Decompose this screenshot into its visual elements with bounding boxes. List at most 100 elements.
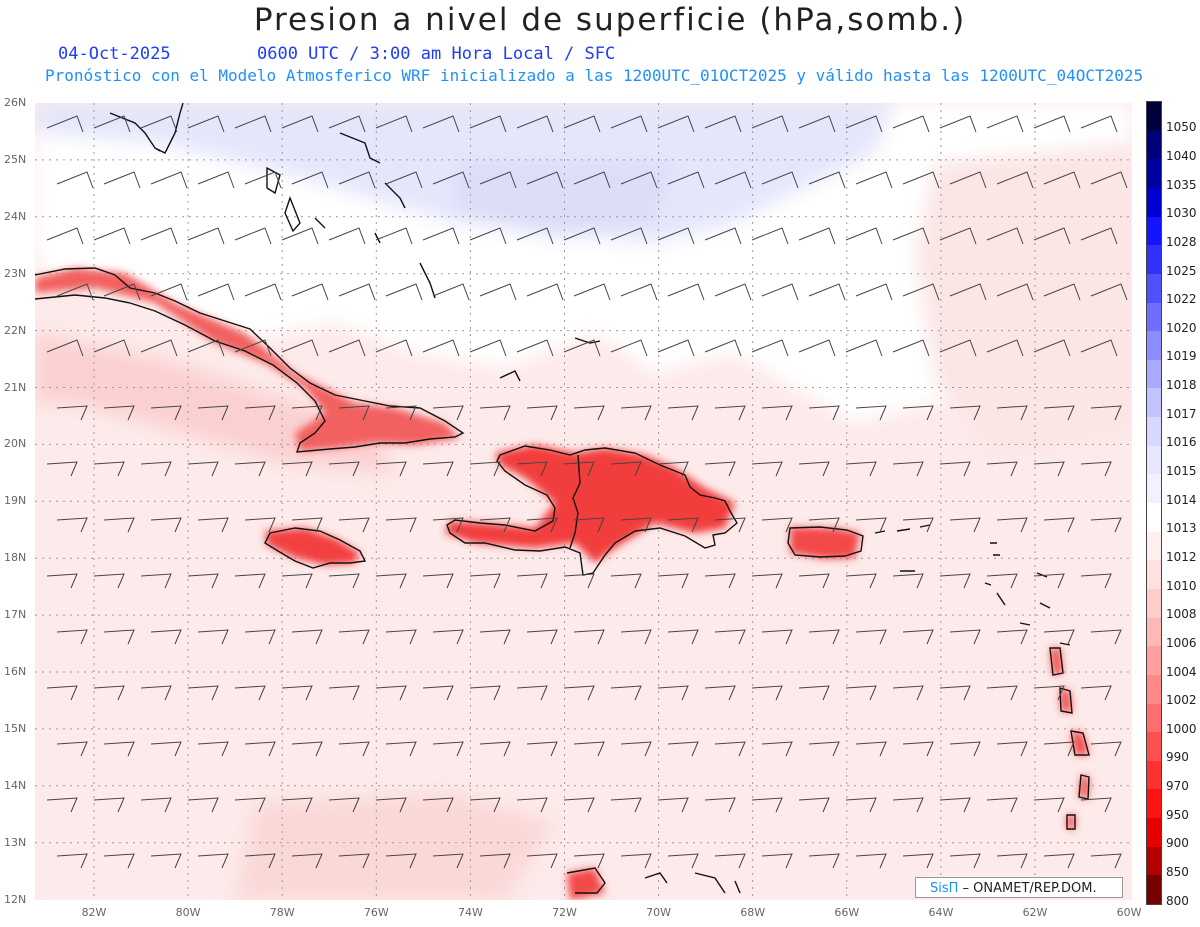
wind-barb (949, 629, 981, 645)
wind-barb (714, 629, 746, 645)
wind-barb (902, 629, 934, 645)
wind-barb (751, 461, 783, 477)
wind-barb (432, 171, 470, 189)
wind-barb (996, 853, 1028, 869)
haiti-dr-border (569, 454, 581, 549)
wind-barb (714, 283, 752, 301)
wind-barb (281, 685, 313, 701)
wind-barb (432, 741, 464, 757)
colorbar-segment (1147, 531, 1161, 561)
wind-barb (798, 797, 830, 813)
wind-barb (150, 283, 188, 301)
model-description: Pronóstico con el Modelo Atmosferico WRF… (45, 66, 1144, 85)
wind-barb (986, 227, 1024, 245)
wind-barb (761, 517, 793, 533)
wind-barb (610, 339, 648, 357)
latitude-label: 18N (4, 551, 27, 565)
wind-barb (93, 573, 125, 589)
colorbar-label: 1013 (1166, 521, 1197, 536)
wind-barb (244, 283, 282, 301)
wind-barb (798, 339, 836, 357)
colorbar-label: 990 (1166, 750, 1189, 765)
wind-barb (291, 283, 329, 301)
colorbar-segment (1147, 474, 1161, 504)
colorbar-segment (1147, 159, 1161, 189)
wind-barb (986, 685, 1018, 701)
wind-barb (93, 685, 125, 701)
wind-barb (1090, 283, 1128, 301)
wind-barb (573, 405, 605, 421)
wind-barb (56, 171, 94, 189)
wind-barb (422, 685, 454, 701)
wind-barb (751, 115, 789, 133)
colorbar-label: 1004 (1166, 664, 1197, 679)
wind-barb (526, 517, 558, 533)
wind-barb (902, 517, 934, 533)
wind-barb (187, 115, 225, 133)
jamaica-coast (264, 527, 367, 569)
wind-barb (479, 741, 511, 757)
land-pressure-shading (35, 268, 1089, 900)
wind-barb (103, 741, 135, 757)
wind-barb (197, 517, 229, 533)
wind-barb (996, 517, 1028, 533)
longitude-label: 76W (363, 906, 389, 919)
wind-barb (432, 405, 464, 421)
wind-barb (244, 405, 276, 421)
latitude-label: 25N (4, 152, 27, 166)
wind-barb (949, 283, 987, 301)
wind-barb (375, 573, 407, 589)
wind-barb (808, 283, 846, 301)
wind-barb (516, 573, 548, 589)
wind-barb (328, 227, 366, 245)
wind-barb (328, 115, 366, 133)
wind-barb (714, 171, 752, 189)
wind-barb (939, 339, 977, 357)
wind-barb (385, 853, 417, 869)
wind-barb (1080, 461, 1112, 477)
wind-barb (798, 227, 836, 245)
wind-barb (1033, 573, 1065, 589)
wind-barb (610, 573, 642, 589)
wind-barb (1043, 283, 1081, 301)
wind-barb (140, 339, 178, 357)
wind-barb (526, 629, 558, 645)
wind-barb (291, 517, 323, 533)
wind-barb (338, 405, 370, 421)
wind-barb (657, 685, 689, 701)
wind-barb (338, 741, 370, 757)
wind-barb (986, 573, 1018, 589)
colorbar-segment (1147, 846, 1161, 876)
wind-barb (845, 461, 877, 477)
wind-barb (751, 797, 783, 813)
latitude-label: 20N (4, 437, 27, 451)
wind-barb (56, 283, 94, 301)
wind-barb (939, 797, 971, 813)
colorbar-label: 1035 (1166, 177, 1197, 192)
colorbar-segment (1147, 760, 1161, 790)
wind-barb (140, 461, 172, 477)
wind-barb (1043, 405, 1075, 421)
wind-barb (902, 171, 940, 189)
wind-barb (620, 629, 652, 645)
wind-barb (422, 339, 460, 357)
wind-barb (892, 573, 924, 589)
wind-barb (234, 227, 272, 245)
wind-barb (610, 797, 642, 813)
wind-barb (46, 685, 78, 701)
colorbar-segment (1147, 503, 1161, 533)
longitude-label: 60W (1116, 906, 1142, 919)
wind-barb (704, 339, 742, 357)
wind-barb (761, 283, 799, 301)
wind-barb (751, 339, 789, 357)
wind-barb (892, 227, 930, 245)
colorbar-label: 1006 (1166, 635, 1197, 650)
wind-barb (103, 517, 135, 533)
wind-barb (244, 517, 276, 533)
wind-barb (140, 115, 178, 133)
wind-barb (46, 115, 84, 133)
wind-barb (281, 461, 313, 477)
wind-barb (1090, 171, 1128, 189)
colorbar-label: 1030 (1166, 206, 1197, 221)
colorbar-label: 970 (1166, 779, 1189, 794)
